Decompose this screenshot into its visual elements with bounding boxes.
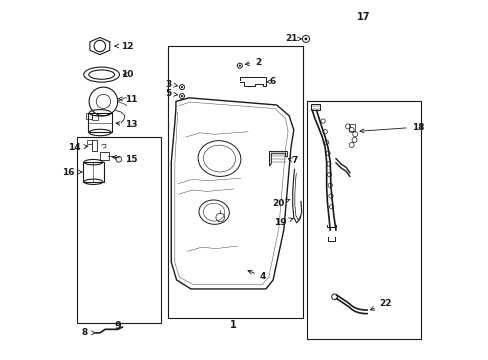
Bar [88,113,112,132]
Circle shape [304,37,307,40]
Circle shape [181,86,183,88]
Text: 2: 2 [245,58,261,67]
Text: 14: 14 [67,143,88,152]
Text: 8: 8 [81,328,95,337]
Text: 19: 19 [273,218,292,228]
Text: 13: 13 [116,120,137,129]
Bar [167,46,303,318]
Bar [92,114,98,120]
Bar [91,140,97,151]
Text: 15: 15 [112,155,137,164]
Text: 9: 9 [114,321,121,332]
Circle shape [238,64,241,67]
Text: 5: 5 [164,89,177,98]
Text: 17: 17 [357,13,370,22]
Text: 3: 3 [164,80,177,89]
Bar [77,137,160,323]
Text: 11: 11 [119,95,137,104]
Text: 12: 12 [115,41,134,50]
Text: 18: 18 [359,123,423,133]
Bar [86,113,92,118]
Bar [83,162,103,182]
Text: 4: 4 [247,270,265,281]
Text: 16: 16 [62,168,82,177]
Text: 21: 21 [285,35,301,44]
Bar [348,124,354,131]
Circle shape [181,95,183,97]
Bar [310,104,319,111]
Text: 20: 20 [272,199,289,208]
Bar [306,102,421,339]
Text: 1: 1 [230,320,237,330]
Text: 10: 10 [121,70,133,79]
Text: 6: 6 [266,77,275,86]
Bar [100,153,108,160]
Text: 22: 22 [370,299,391,310]
Text: 7: 7 [287,156,297,165]
